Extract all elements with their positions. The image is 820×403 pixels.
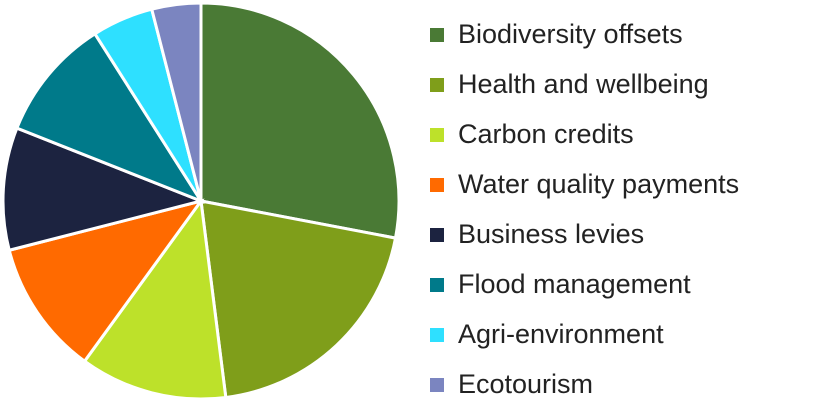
legend-swatch xyxy=(430,128,444,142)
legend-swatch xyxy=(430,278,444,292)
pie-slice xyxy=(1,126,206,253)
pie-slice xyxy=(199,1,401,240)
legend-swatch xyxy=(430,28,444,42)
legend-swatch xyxy=(430,178,444,192)
legend-label: Ecotourism xyxy=(458,369,593,399)
pie-slice xyxy=(82,197,228,401)
legend-label: Agri-environment xyxy=(458,319,664,349)
legend-swatch xyxy=(430,228,444,242)
legend-swatch xyxy=(430,328,444,342)
pie-slice xyxy=(149,1,203,202)
legend-label: Flood management xyxy=(458,269,691,299)
legend-swatch xyxy=(430,78,444,92)
legend-label: Health and wellbeing xyxy=(458,69,709,99)
legend-label: Biodiversity offsets xyxy=(458,19,683,49)
pie-slice xyxy=(199,199,398,400)
pie-slice xyxy=(7,198,205,364)
legend-swatch xyxy=(430,378,444,392)
legend-label: Water quality payments xyxy=(458,169,739,199)
legend-label: Business levies xyxy=(458,219,644,249)
pie-slice xyxy=(14,31,205,205)
legend-label: Carbon credits xyxy=(458,119,634,149)
